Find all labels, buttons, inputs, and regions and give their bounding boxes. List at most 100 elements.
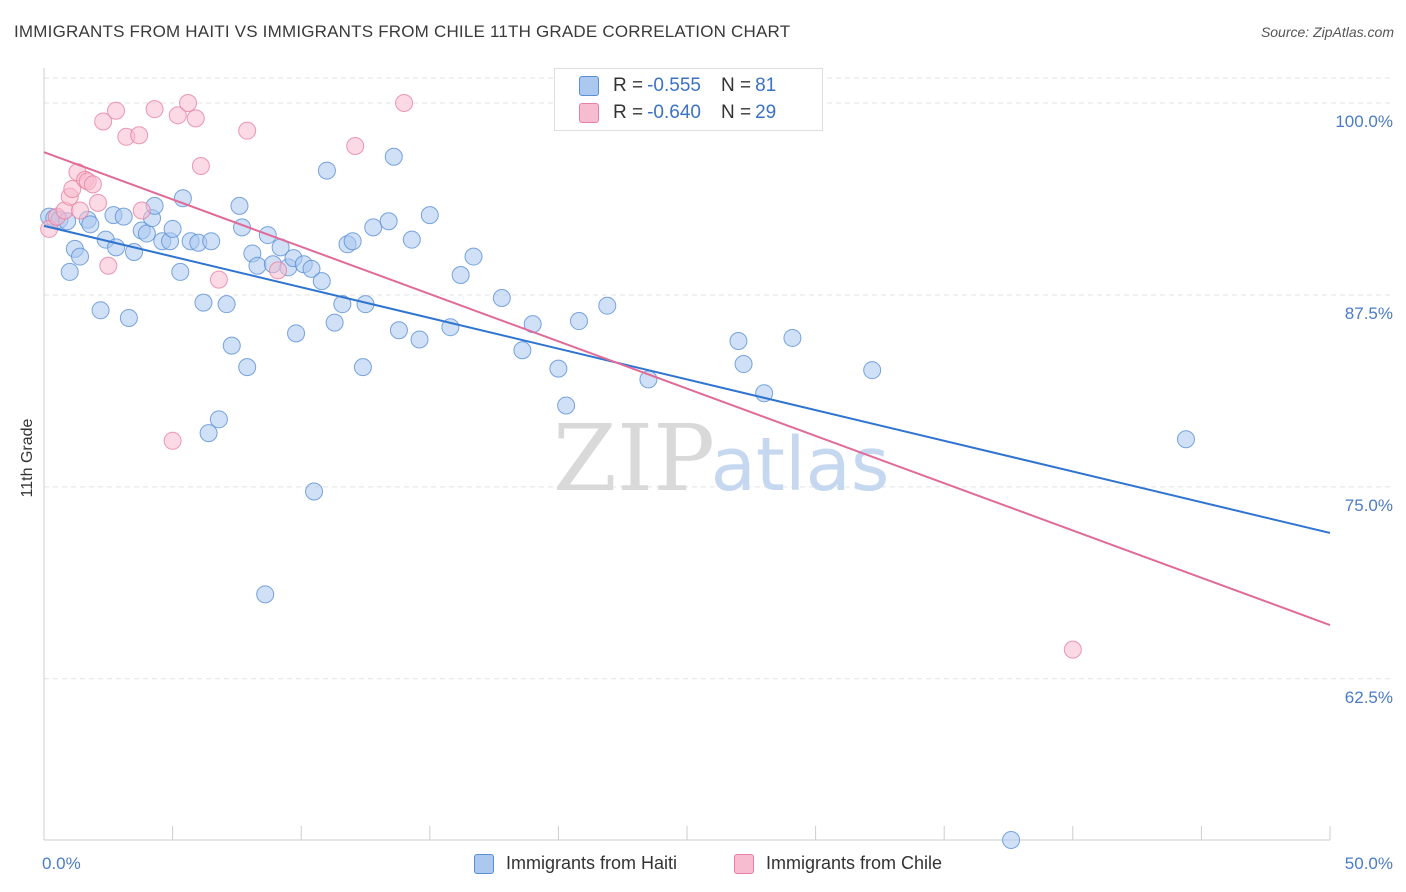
haiti-point bbox=[305, 482, 324, 501]
haiti-point bbox=[222, 336, 241, 355]
x-tick-label-end: 50.0% bbox=[1345, 854, 1393, 873]
haiti-point bbox=[1002, 831, 1021, 849]
x-tick-label-start: 0.0% bbox=[42, 854, 81, 873]
haiti-trend-line bbox=[43, 224, 1331, 534]
haiti-point bbox=[410, 330, 429, 349]
haiti-point bbox=[287, 324, 306, 343]
legend-item-chile: Immigrants from Chile bbox=[734, 853, 942, 874]
chile-point bbox=[179, 94, 198, 113]
haiti-point bbox=[60, 262, 79, 281]
haiti-r-value: -0.555 bbox=[647, 75, 701, 96]
haiti-point bbox=[364, 218, 383, 237]
haiti-point bbox=[256, 585, 275, 604]
y-tick-label: 87.5% bbox=[1345, 304, 1393, 323]
chart-title: IMMIGRANTS FROM HAITI VS IMMIGRANTS FROM… bbox=[14, 22, 791, 41]
chile-point bbox=[63, 180, 82, 199]
haiti-point bbox=[451, 265, 470, 284]
chile-point bbox=[145, 100, 164, 119]
y-tick-label: 75.0% bbox=[1345, 496, 1393, 515]
haiti-point bbox=[81, 215, 100, 234]
chile-r-value: -0.640 bbox=[647, 102, 701, 123]
haiti-point bbox=[1176, 430, 1195, 449]
chile-r-label: R = bbox=[613, 102, 644, 123]
haiti-point bbox=[137, 224, 156, 243]
haiti-point bbox=[549, 359, 568, 378]
chile-point bbox=[71, 201, 90, 220]
haiti-point bbox=[557, 396, 576, 415]
haiti-point bbox=[312, 272, 331, 291]
haiti-n-label: N = bbox=[720, 75, 752, 96]
chile-point bbox=[346, 137, 365, 156]
legend-chile-label: Immigrants from Chile bbox=[766, 853, 943, 873]
haiti-point bbox=[464, 247, 483, 266]
haiti-point bbox=[353, 358, 372, 377]
tick-labels: 100.0% 87.5% 75.0% 62.5% 0.0% 50.0% bbox=[42, 112, 1393, 873]
chile-n-label: N = bbox=[720, 102, 752, 123]
chile-point bbox=[191, 156, 210, 175]
haiti-point bbox=[71, 247, 90, 266]
chile-point bbox=[168, 106, 187, 125]
haiti-r-label: R = bbox=[613, 75, 644, 96]
watermark-atlas: atlas bbox=[711, 422, 890, 508]
haiti-point bbox=[202, 232, 221, 251]
stats-legend: R = -0.555 N = 81 R = -0.640 N = 29 bbox=[554, 68, 823, 131]
axes bbox=[43, 68, 1331, 841]
legend-row-haiti: R = -0.555 N = 81 bbox=[579, 73, 776, 99]
haiti-point bbox=[569, 312, 588, 331]
watermark: ZIP atlas bbox=[553, 405, 890, 512]
chile-point bbox=[94, 112, 113, 131]
haiti-point bbox=[379, 212, 398, 231]
chile-point bbox=[238, 121, 257, 140]
chile-point bbox=[186, 109, 205, 128]
source-label: Source: ZipAtlas.com bbox=[1260, 24, 1394, 40]
chile-point bbox=[107, 101, 126, 120]
series-legend: Immigrants from Haiti Immigrants from Ch… bbox=[0, 851, 1406, 879]
chile-point bbox=[83, 175, 102, 194]
legend-row-chile: R = -0.640 N = 29 bbox=[579, 100, 776, 126]
chile-swatch bbox=[579, 103, 599, 123]
chile-point bbox=[1063, 640, 1082, 659]
watermark-zip: ZIP bbox=[553, 405, 715, 512]
chile-point bbox=[209, 270, 228, 289]
haiti-point bbox=[248, 256, 267, 275]
haiti-point bbox=[783, 328, 802, 347]
haiti-n-value: 81 bbox=[755, 75, 777, 96]
chile-point bbox=[89, 193, 108, 212]
haiti-point bbox=[230, 196, 249, 215]
chile-point bbox=[130, 126, 149, 145]
haiti-point bbox=[209, 410, 228, 429]
haiti-point bbox=[171, 262, 190, 281]
trend-lines bbox=[43, 151, 1331, 626]
haiti-point bbox=[384, 147, 403, 166]
legend-haiti-label: Immigrants from Haiti bbox=[506, 853, 678, 873]
haiti-swatch bbox=[579, 76, 599, 96]
chile-point bbox=[395, 94, 414, 113]
haiti-point bbox=[734, 355, 753, 374]
chile-point bbox=[132, 201, 151, 220]
haiti-point bbox=[317, 161, 336, 180]
legend-item-haiti: Immigrants from Haiti bbox=[474, 853, 677, 874]
legend-haiti-swatch bbox=[474, 853, 494, 874]
chile-trend-line bbox=[43, 151, 1331, 626]
legend-chile-swatch bbox=[734, 853, 754, 874]
chile-n-value: 29 bbox=[755, 102, 777, 123]
haiti-point bbox=[217, 295, 236, 314]
haiti-point bbox=[91, 301, 110, 320]
haiti-point bbox=[598, 296, 617, 315]
grid-lines bbox=[44, 77, 1392, 680]
haiti-point bbox=[863, 361, 882, 380]
haiti-point bbox=[325, 313, 344, 332]
chile-point bbox=[269, 261, 288, 280]
haiti-point bbox=[420, 206, 439, 225]
chile-point bbox=[99, 256, 118, 275]
haiti-point bbox=[513, 341, 532, 360]
haiti-point bbox=[402, 230, 421, 249]
haiti-point bbox=[333, 295, 352, 314]
haiti-point bbox=[194, 293, 213, 312]
haiti-point bbox=[199, 424, 218, 443]
haiti-point bbox=[389, 321, 408, 340]
haiti-point bbox=[302, 259, 321, 278]
haiti-point bbox=[163, 219, 182, 238]
y-tick-label: 62.5% bbox=[1345, 688, 1393, 707]
